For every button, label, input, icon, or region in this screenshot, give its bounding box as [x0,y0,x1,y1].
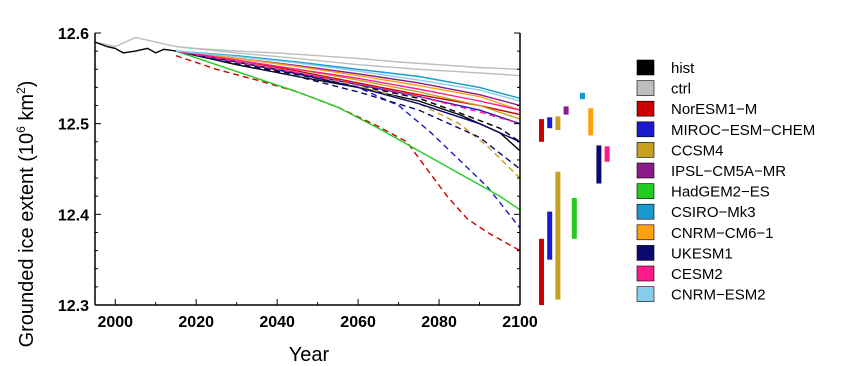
y-tick-label: 12.3 [58,298,89,315]
legend-swatch-CCSM4 [636,142,655,158]
legend-swatch-NorESM1-M [636,100,655,117]
x-tick-label: 2100 [502,314,538,331]
legend-label-hist: hist [671,60,695,77]
legend-label-CNRM-CM6-1: CNRM−CM6−1 [671,225,774,242]
legend-swatch-CNRM-CM6-1 [636,224,655,241]
legend-label-MIROC-ESM-CHEM: MIROC−ESM−CHEM [671,122,815,139]
range-bars [539,92,610,305]
series-line-CNRM-CM6-1-14 [175,50,521,111]
legend-swatch-hist [636,59,655,76]
range-bar-IPSL-CM5A-MR [563,106,569,115]
series-line-hist-2 [94,41,177,54]
series-line-NorESM1-M-6 [175,55,521,252]
range-bar-CCSM4 [555,116,561,131]
range-bar-CCSM4 [555,171,561,300]
legend-swatch-IPSL-CM5A-MR [636,162,655,179]
series-line-CNRM-ESM2-19 [175,50,521,102]
legend-swatch-UKESM1 [636,245,655,261]
series-line-hist-4 [175,50,521,143]
range-bar-CNRM-CM6-1 [588,108,594,136]
y-axis: 12.3 12.4 12.5 12.6 [58,26,520,315]
legend-swatch-CESM2 [636,265,655,282]
y-axis-title: Grounded ice extent (106 km2) [14,81,38,348]
range-bar-MIROC-ESM-CHEM [547,117,553,129]
legend-swatch-CSIRO-Mk3 [636,203,655,220]
x-tick-label: 2040 [259,314,295,331]
y-tick-label: 12.6 [58,26,89,43]
series-line-ctrl-0 [94,36,521,70]
legend-label-ctrl: ctrl [671,81,691,98]
range-bar-MIROC-ESM-CHEM [547,211,553,260]
legend-label-NorESM1-M: NorESM1−M [671,101,757,118]
range-bar-NorESM1-M [539,238,544,305]
series-line-HadGEM2-ES-12 [175,50,521,211]
range-bar-CSIRO-Mk3 [580,92,585,100]
x-tick-label: 2000 [97,314,133,331]
x-tick-label: 2080 [421,314,457,331]
plot-lines [94,36,521,252]
y-tick-label: 12.5 [58,117,89,134]
legend: hist ctrl NorESM1−M MIROC−ESM−CHEM CCSM4 IPSL… [636,59,815,304]
legend-label-UKESM1: UKESM1 [671,245,733,262]
legend-swatch-HadGEM2-ES [636,183,655,199]
legend-swatch-ctrl [636,80,655,96]
range-bar-CESM2 [604,146,610,162]
x-axis-title: Year [289,344,330,366]
x-tick-label: 2060 [340,314,376,331]
legend-label-CSIRO-Mk3: CSIRO−Mk3 [671,204,756,221]
legend-label-CESM2: CESM2 [671,266,723,283]
range-bar-HadGEM2-ES [571,198,577,239]
series-line-UKESM1-15 [175,50,521,143]
legend-label-CNRM-ESM2: CNRM−ESM2 [671,287,766,304]
series-line-CSIRO-Mk3-13 [175,50,521,99]
series-line-CESM2-17 [175,50,521,111]
x-axis: 2000 2020 2040 2060 2080 2100 [97,299,538,331]
legend-swatch-MIROC-ESM-CHEM [636,121,655,138]
series-line-UKESM1-16 [175,50,521,170]
plot-frame [94,33,521,306]
y-tick-label: 12.4 [58,207,89,224]
range-bar-UKESM1 [596,145,602,184]
range-bar-NorESM1-M [539,119,544,142]
series-line-CESM2-18 [175,50,521,125]
legend-swatch-CNRM-ESM2 [636,286,655,302]
x-tick-label: 2020 [178,314,214,331]
legend-label-IPSL-CM5A-MR: IPSL−CM5A−MR [671,163,786,180]
legend-label-CCSM4: CCSM4 [671,142,724,159]
series-line-ctrl-1 [175,45,521,77]
legend-label-HadGEM2-ES: HadGEM2−ES [671,184,770,201]
